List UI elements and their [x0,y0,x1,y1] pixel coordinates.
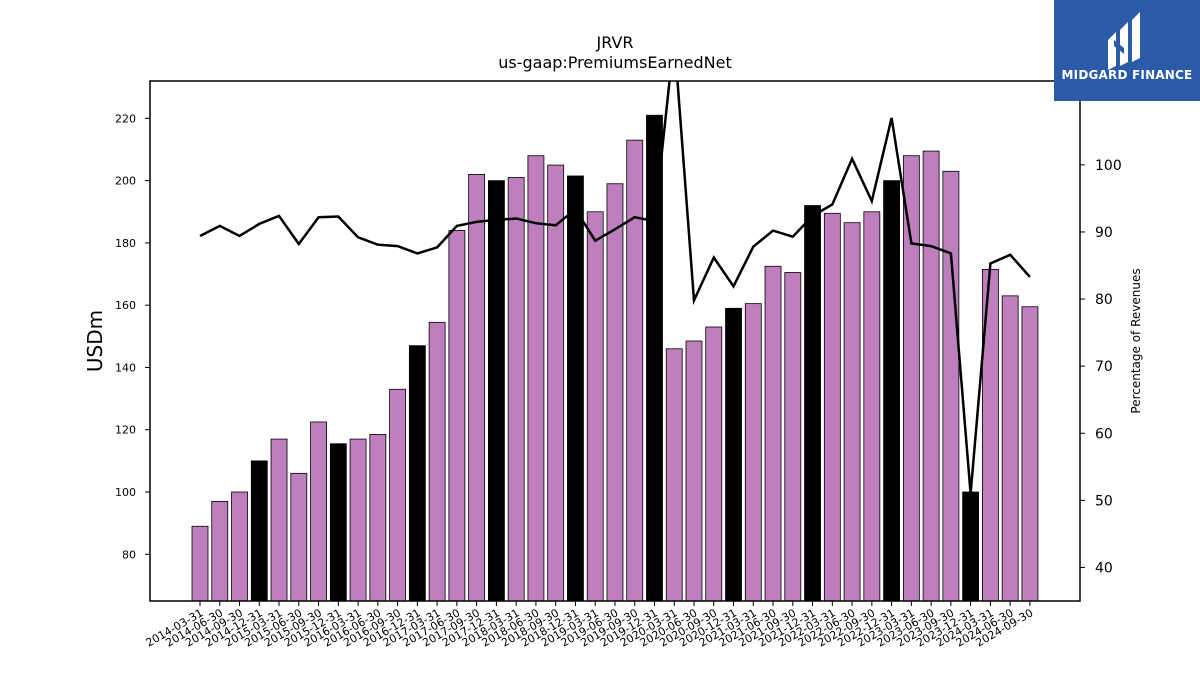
bar [606,183,624,602]
chart-subtitle: us-gaap:PremiumsEarnedNet [498,53,732,72]
bar [547,164,565,602]
y-tick-label: 180 [115,237,136,250]
bar [1001,295,1019,602]
y-tick-label: 200 [115,175,136,188]
brand-name: MIDGARD FINANCE [1061,68,1193,82]
series-line [199,81,1031,494]
left-axis: 80 100 120 140 160 180 200 220 [115,112,150,561]
bar [270,438,288,602]
bar [804,205,821,602]
bar [310,421,327,602]
bar [705,326,723,602]
brand-logo: MIDGARD FINANCE [1054,0,1200,101]
y2-tick-label: 80 [1095,292,1113,308]
bar [883,180,900,602]
bar [290,472,308,602]
y2-tick-label: 90 [1095,225,1113,241]
bar [487,180,505,602]
y-tick-label: 220 [115,112,136,125]
bar [507,177,525,602]
bar [784,272,802,602]
bar [922,150,940,602]
bars-layer [191,114,1039,602]
bar [962,491,980,602]
bar [725,307,742,602]
bar [211,500,229,602]
bar [843,222,861,602]
bar [626,139,644,602]
y2-tick-label: 40 [1095,560,1113,576]
bar [823,212,841,602]
bar [685,340,703,602]
y-tick-label: 120 [115,424,136,437]
bar [468,174,486,602]
bar [428,321,446,602]
bar [586,211,604,602]
bar [408,345,426,602]
bar [902,155,920,602]
chart-title: JRVR [595,33,633,52]
bar [744,303,762,602]
x-axis: 2014-03-312014-06-302014-09-302014-12-31… [144,601,1035,650]
right-axis: 40 50 60 70 80 90 100 [1080,158,1122,576]
bar [646,114,663,602]
y2-tick-label: 70 [1095,359,1113,375]
bar [250,460,268,602]
bar [1021,306,1039,602]
y2-tick-label: 100 [1095,158,1122,174]
y-tick-label: 160 [115,299,136,312]
bar [369,434,387,602]
bar [191,525,209,602]
bar [665,348,683,602]
bar [863,211,881,602]
y2-tick-label: 50 [1095,493,1113,509]
bar [764,265,782,602]
y-tick-label: 140 [115,361,136,374]
y2-axis-label: Percentage of Revenues [1129,268,1143,413]
bar [231,491,248,602]
y-tick-label: 100 [115,486,136,499]
bar [942,170,960,602]
midgard-logo-icon [1108,12,1140,70]
y2-tick-label: 60 [1095,426,1113,442]
y-tick-label: 80 [122,548,136,561]
bar [329,443,347,602]
line-layer [199,81,1031,494]
y-axis-label: USDm [83,310,107,372]
bar [567,175,584,602]
bar [389,388,407,602]
bar [448,230,466,602]
bar [349,438,367,602]
